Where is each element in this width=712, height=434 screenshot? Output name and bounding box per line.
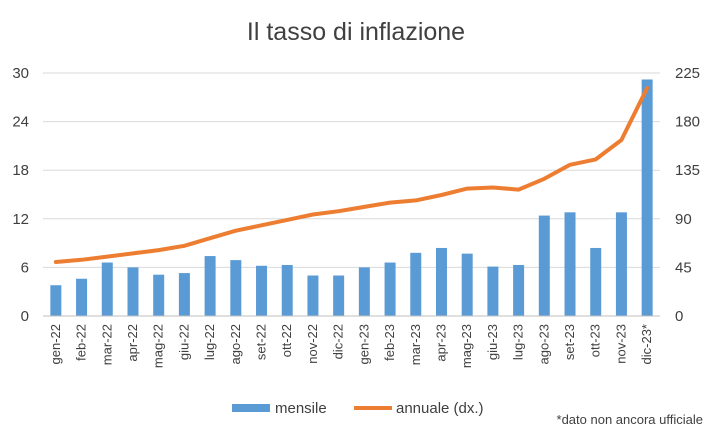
y-axis-left-ticks: 0 6 12 18 24 30 — [12, 65, 29, 325]
line-annuale — [53, 86, 650, 264]
bar-gen-23 — [358, 267, 370, 316]
footnote: *dato non ancora ufficiale — [557, 412, 703, 427]
x-tick-label: lug-23 — [511, 324, 526, 360]
x-tick-label: mag-23 — [459, 324, 474, 368]
x-tick-label: giu-22 — [176, 324, 191, 360]
x-tick-label: set-23 — [562, 324, 577, 360]
chart-title: Il tasso di inflazione — [247, 18, 465, 46]
bar-apr-22 — [127, 267, 139, 316]
x-tick-label: ago-22 — [228, 324, 243, 364]
bar-lug-22 — [204, 256, 216, 316]
y-axis-right-ticks: 0 45 90 135 180 225 — [675, 65, 700, 325]
x-tick-label: dic-22 — [331, 324, 346, 359]
bar-ago-23 — [538, 215, 550, 316]
bar-nov-23 — [615, 212, 627, 316]
bar-gen-22 — [50, 285, 62, 316]
legend-swatch-mensile — [232, 404, 270, 412]
bar-giu-23 — [487, 266, 499, 316]
x-tick-label: feb-23 — [382, 324, 397, 361]
x-tick-label: giu-23 — [485, 324, 500, 360]
y-left-tick-label: 30 — [12, 65, 29, 82]
bar-apr-23 — [435, 247, 447, 316]
y-right-tick-label: 45 — [675, 259, 692, 276]
bar-lug-23 — [513, 264, 525, 316]
bar-feb-23 — [384, 262, 396, 316]
bar-ago-22 — [230, 260, 242, 316]
y-right-tick-label: 180 — [675, 114, 700, 131]
y-right-tick-label: 135 — [675, 162, 700, 179]
bar-dic-23* — [641, 79, 653, 316]
bar-mag-23 — [461, 253, 473, 316]
bar-mar-23 — [410, 252, 422, 316]
x-tick-label: gen-22 — [48, 324, 63, 364]
x-axis-ticks: gen-22 feb-22 mar-22 apr-22 mag-22 giu-22 lug-… — [48, 324, 654, 368]
x-tick-label: mar-22 — [99, 324, 114, 365]
x-tick-label: gen-23 — [356, 324, 371, 364]
bar-ott-23 — [590, 247, 602, 316]
bar-mar-22 — [101, 262, 113, 316]
x-tick-label: set-22 — [254, 324, 269, 360]
legend: mensile annuale (dx.) — [232, 400, 484, 417]
y-left-tick-label: 0 — [21, 308, 29, 325]
bar-nov-22 — [307, 275, 319, 316]
bar-feb-22 — [76, 278, 88, 316]
x-tick-label: mar-23 — [408, 324, 423, 365]
x-tick-label: ago-23 — [536, 324, 551, 364]
bar-dic-22 — [333, 275, 345, 316]
x-tick-label: ott-22 — [279, 324, 294, 357]
bar-set-23 — [564, 212, 576, 316]
y-left-tick-label: 12 — [12, 211, 29, 228]
y-left-tick-label: 6 — [21, 259, 29, 276]
x-tick-label: apr-23 — [433, 324, 448, 362]
bar-ott-22 — [281, 264, 293, 316]
line-series-annuale — [53, 86, 650, 264]
legend-label-mensile: mensile — [275, 400, 327, 417]
y-left-tick-label: 24 — [12, 114, 29, 131]
y-right-tick-label: 0 — [675, 308, 683, 325]
bar-giu-22 — [178, 273, 190, 316]
x-tick-label: ott-23 — [588, 324, 603, 357]
bar-series-mensile — [50, 79, 653, 316]
x-tick-label: mag-22 — [151, 324, 166, 368]
x-tick-label: lug-22 — [202, 324, 217, 360]
bar-set-22 — [256, 265, 268, 316]
y-left-tick-label: 18 — [12, 162, 29, 179]
y-right-tick-label: 225 — [675, 65, 700, 82]
x-tick-label: dic-23* — [639, 324, 654, 364]
y-right-tick-label: 90 — [675, 211, 692, 228]
x-tick-label: apr-22 — [125, 324, 140, 362]
x-tick-label: nov-23 — [613, 324, 628, 364]
x-tick-label: feb-22 — [74, 324, 89, 361]
legend-label-annuale: annuale (dx.) — [396, 400, 484, 417]
x-tick-label: nov-22 — [305, 324, 320, 364]
bar-mag-22 — [153, 274, 165, 316]
